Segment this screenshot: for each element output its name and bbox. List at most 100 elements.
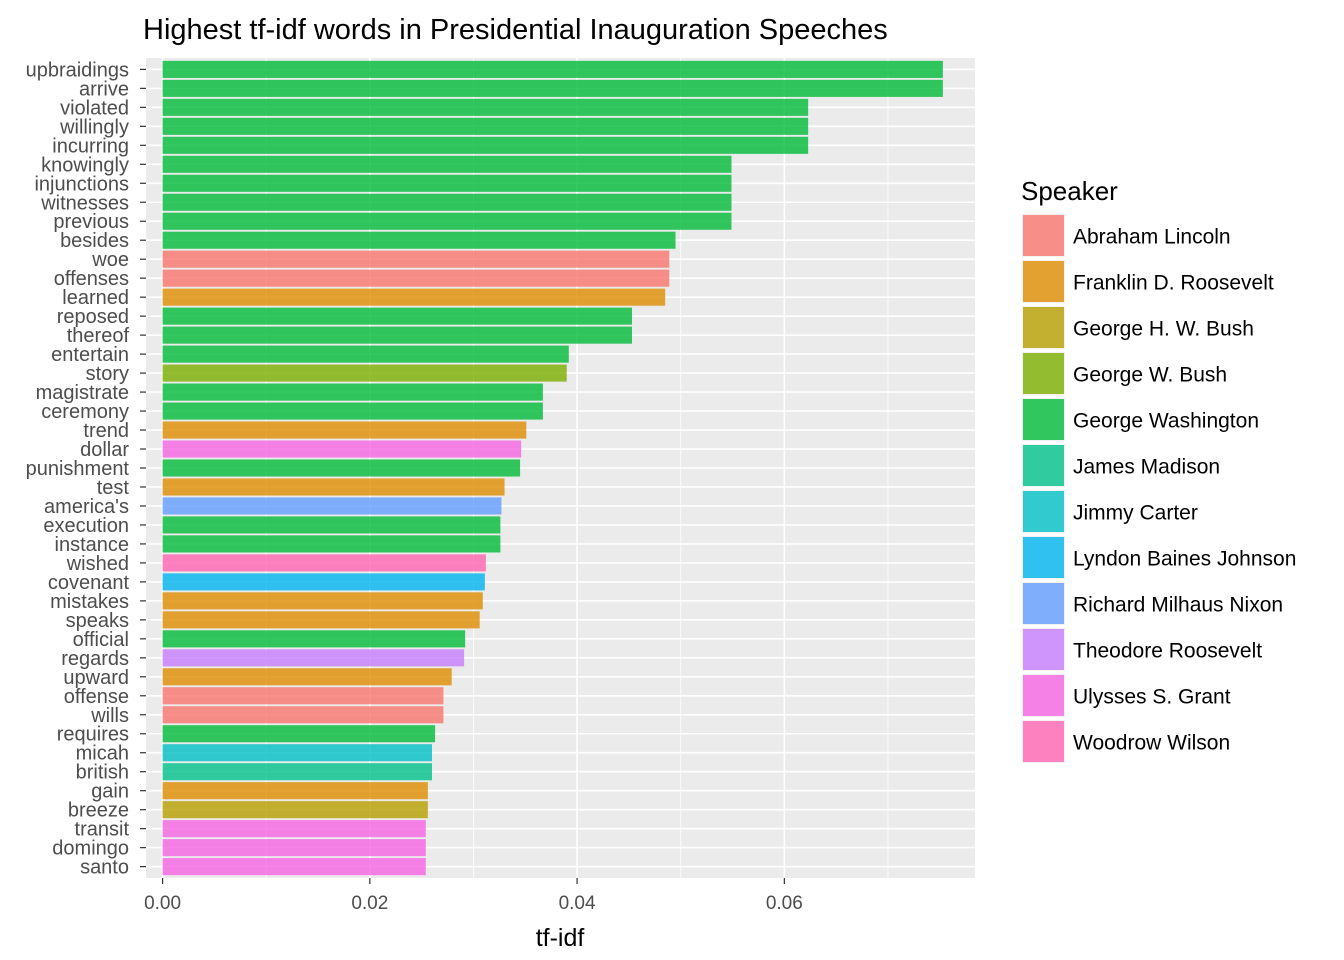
bars <box>162 60 943 876</box>
bar-knowingly <box>162 155 732 173</box>
bar-violated <box>162 98 809 116</box>
bar-dollar <box>162 440 522 458</box>
y-tick-label: upbraidings <box>26 59 129 81</box>
legend-swatch <box>1023 261 1064 302</box>
legend: Speaker Abraham Lincoln Franklin D. Roose… <box>1021 176 1296 763</box>
bar-micah <box>162 744 433 762</box>
y-tick-label: violated <box>60 97 129 119</box>
y-tick-label: previous <box>53 211 129 233</box>
bar-upward <box>162 668 452 686</box>
y-tick-label: upward <box>63 667 129 689</box>
y-tick-label: arrive <box>79 78 129 100</box>
bar-reposed <box>162 307 633 325</box>
bar-speaks <box>162 611 480 629</box>
y-tick-label: domingo <box>52 838 129 860</box>
legend-swatch <box>1023 721 1064 762</box>
y-tick-label: injunctions <box>34 173 129 195</box>
y-tick-label: thereof <box>67 325 130 347</box>
legend-label: Franklin D. Roosevelt <box>1073 272 1274 295</box>
bar-willingly <box>162 117 809 135</box>
y-tick-label: willingly <box>59 116 129 138</box>
legend-label: James Madison <box>1073 456 1220 479</box>
bar-wills <box>162 706 444 724</box>
legend-swatch <box>1023 215 1064 256</box>
bar-requires <box>162 725 436 743</box>
y-tick-label: covenant <box>48 572 130 594</box>
legend-label: George H. W. Bush <box>1073 318 1254 341</box>
legend-label: Woodrow Wilson <box>1073 732 1230 755</box>
y-tick-label: learned <box>62 287 129 309</box>
chart-title: Highest tf-idf words in Presidential Ina… <box>143 14 888 46</box>
bar-british <box>162 763 433 781</box>
y-tick-label: speaks <box>66 610 129 632</box>
y-tick-label: dollar <box>80 439 129 461</box>
bar-america's <box>162 497 502 515</box>
bar-covenant <box>162 573 485 591</box>
bar-wished <box>162 554 486 572</box>
legend-swatch <box>1023 491 1064 532</box>
bar-regards <box>162 649 465 667</box>
bar-santo <box>162 858 426 876</box>
bar-instance <box>162 535 501 553</box>
legend-label: Richard Milhaus Nixon <box>1073 594 1283 617</box>
legend-swatch <box>1023 583 1064 624</box>
y-tick-label: entertain <box>51 344 129 366</box>
bar-offense <box>162 687 444 705</box>
legend-label: George W. Bush <box>1073 364 1227 387</box>
y-tick-label: transit <box>75 819 130 841</box>
y-tick-label: british <box>76 762 129 784</box>
y-tick-label: mistakes <box>50 591 129 613</box>
x-tick-label: 0.02 <box>351 893 388 914</box>
bar-arrive <box>162 79 943 97</box>
bar-domingo <box>162 839 426 857</box>
bar-incurring <box>162 136 809 154</box>
bar-breeze <box>162 801 428 819</box>
legend-label: George Washington <box>1073 410 1259 433</box>
legend-label: Lyndon Baines Johnson <box>1073 548 1296 571</box>
y-tick-label: regards <box>61 648 129 670</box>
bar-woe <box>162 250 670 268</box>
bar-upbraidings <box>162 60 943 78</box>
bar-besides <box>162 231 676 249</box>
x-tick-label: 0.00 <box>144 893 181 914</box>
bar-official <box>162 630 466 648</box>
legend-title: Speaker <box>1021 176 1118 206</box>
bar-offenses <box>162 269 670 287</box>
bar-execution <box>162 516 501 534</box>
y-tick-label: wills <box>90 705 129 727</box>
y-tick-label: trend <box>83 420 129 442</box>
y-tick-label: reposed <box>57 306 129 328</box>
bar-trend <box>162 421 527 439</box>
legend-swatch <box>1023 307 1064 348</box>
legend-swatch <box>1023 629 1064 670</box>
y-tick-label: wished <box>66 553 129 575</box>
y-tick-label: magistrate <box>36 382 129 404</box>
y-tick-label: micah <box>76 743 129 765</box>
y-tick-label: woe <box>91 249 129 271</box>
y-tick-label: santo <box>80 857 129 879</box>
bar-gain <box>162 782 428 800</box>
legend-label: Ulysses S. Grant <box>1073 686 1231 709</box>
y-tick-label: america's <box>44 496 129 518</box>
y-tick-label: story <box>86 363 129 385</box>
bar-injunctions <box>162 174 732 192</box>
bar-previous <box>162 212 732 230</box>
y-tick-label: execution <box>43 515 129 537</box>
y-tick-label: official <box>73 629 129 651</box>
y-axis: upbraidingsarriveviolatedwillinglyincurr… <box>26 59 146 879</box>
bar-ceremony <box>162 402 543 420</box>
y-tick-label: besides <box>60 230 129 252</box>
x-axis-label: tf-idf <box>536 924 585 952</box>
x-tick-label: 0.06 <box>766 893 803 914</box>
bar-thereof <box>162 326 633 344</box>
legend-label: Jimmy Carter <box>1073 502 1198 525</box>
bar-magistrate <box>162 383 543 401</box>
x-axis: 0.00 0.02 0.04 0.06 <box>144 878 803 914</box>
y-tick-label: witnesses <box>40 192 129 214</box>
bar-learned <box>162 288 666 306</box>
bar-transit <box>162 820 426 838</box>
bar-mistakes <box>162 592 483 610</box>
legend-swatch <box>1023 537 1064 578</box>
legend-swatch <box>1023 675 1064 716</box>
